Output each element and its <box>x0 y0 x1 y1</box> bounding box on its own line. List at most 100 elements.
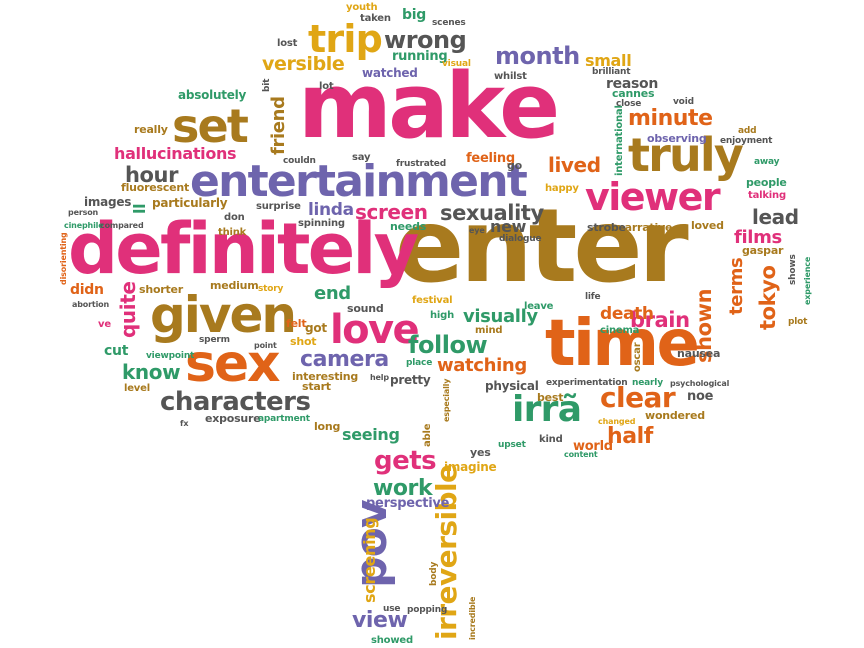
word-shorter: shorter <box>139 283 183 296</box>
word-experimentation: experimentation <box>546 378 628 388</box>
word-youth: youth <box>346 2 378 13</box>
word-perspective: perspective <box>366 496 450 511</box>
word-visually: visually <box>463 306 538 327</box>
word-running: running <box>392 49 448 64</box>
word-work: work <box>373 476 433 501</box>
word-small: small <box>585 51 632 70</box>
word-death: death <box>600 304 654 324</box>
word-use: use <box>383 604 401 614</box>
word-ll: ll <box>130 203 149 214</box>
word-noe: noe <box>687 389 714 404</box>
word-interesting: interesting <box>292 370 359 383</box>
word-people: people <box>746 176 787 189</box>
word-plot: plot <box>788 317 808 327</box>
word-felt: felt <box>286 317 307 330</box>
word-fx: fx <box>180 419 189 428</box>
word-feeling: feeling <box>466 151 515 166</box>
word-watching: watching <box>437 355 527 376</box>
word-showed: showed <box>371 635 413 646</box>
word-trip: trip <box>308 17 383 61</box>
word-entertainment: entertainment <box>190 156 528 207</box>
word-start: start <box>302 380 331 393</box>
word-content: content <box>564 450 598 459</box>
word-leave: leave <box>524 301 554 312</box>
word-films: films <box>734 227 782 248</box>
word-help: help <box>370 373 389 382</box>
word-close: close <box>616 99 642 109</box>
word-brain: brain <box>630 308 690 332</box>
word-pretty: pretty <box>390 373 431 387</box>
word-images: images <box>84 195 132 209</box>
word-month: month <box>495 42 580 70</box>
word-characters: characters <box>160 387 311 417</box>
word-versible: versible <box>262 53 345 75</box>
word-wondered: wondered <box>645 409 705 422</box>
word-physical: physical <box>485 379 539 393</box>
word-oscar: oscar <box>632 342 643 372</box>
word-sexuality: sexuality <box>440 201 544 225</box>
word-away: away <box>754 157 780 167</box>
word-particularly: particularly <box>152 196 228 210</box>
word-compared: compared <box>100 221 144 230</box>
word-set: set <box>172 99 249 153</box>
word-seeing: seeing <box>342 425 400 444</box>
word-truly: truly <box>628 128 744 182</box>
word-high: high <box>430 310 455 321</box>
word-psychological: psychological <box>670 379 730 388</box>
word-nearly: nearly <box>632 378 663 388</box>
word-don: don <box>224 212 245 223</box>
word-changed: changed <box>598 417 636 426</box>
word-person: person <box>68 208 99 217</box>
word-given: given <box>150 286 297 344</box>
word-terms: terms <box>726 257 747 315</box>
word-yes: yes <box>470 446 491 459</box>
word-camera: camera <box>300 347 389 372</box>
word-end: end <box>314 283 351 304</box>
word-half: half <box>607 424 653 449</box>
word-brilliant: brilliant <box>592 67 631 77</box>
word-fluorescent: fluorescent <box>121 181 190 194</box>
word-shows: shows <box>788 254 798 285</box>
word-cinephile: cinephile <box>64 221 104 230</box>
word-big: big <box>402 7 427 23</box>
word-surprise: surprise <box>256 201 301 212</box>
word-needs: needs <box>390 220 427 233</box>
word-point: point <box>254 341 277 350</box>
word-abortion: abortion <box>72 300 110 309</box>
word-definitely: definitely <box>68 208 419 290</box>
word-clear: clear <box>600 381 676 414</box>
word-loved: loved <box>691 219 724 232</box>
word-cinema: cinema <box>600 325 640 336</box>
word-strobe: strobe <box>587 221 626 234</box>
word-couldn: couldn <box>283 156 316 166</box>
word-friend: friend <box>268 96 289 155</box>
word-tokyo: tokyo <box>756 265 780 330</box>
word-international: international <box>614 105 625 176</box>
word-lead: lead <box>752 205 799 229</box>
word-frustrated: frustrated <box>396 159 446 169</box>
word-nausea: nausea <box>677 347 721 360</box>
word-really: really <box>134 123 168 136</box>
word-experience: experience <box>803 256 812 305</box>
word-hallucinations: hallucinations <box>114 144 237 163</box>
word-lived: lived <box>548 153 601 177</box>
word-enjoyment: enjoyment <box>720 136 773 146</box>
word-follow: follow <box>408 331 488 359</box>
word-sex: sex <box>185 334 281 394</box>
word-lot: lot <box>319 81 334 92</box>
word-add: add <box>738 126 757 136</box>
word-watched: watched <box>362 66 418 80</box>
word-observing: observing <box>647 132 707 145</box>
word-think: think <box>218 227 247 238</box>
word-body: body <box>429 561 439 586</box>
word-imagine: imagine <box>444 460 497 474</box>
word-cannes: cannes <box>612 87 655 100</box>
word-love: love <box>330 307 420 353</box>
word-wrong: wrong <box>384 26 467 54</box>
word-place: place <box>406 358 433 368</box>
word-ve: ve <box>98 319 111 330</box>
word-void: void <box>673 97 694 107</box>
word-especially: especially <box>442 378 451 422</box>
word-apartment: apartment <box>258 414 310 424</box>
